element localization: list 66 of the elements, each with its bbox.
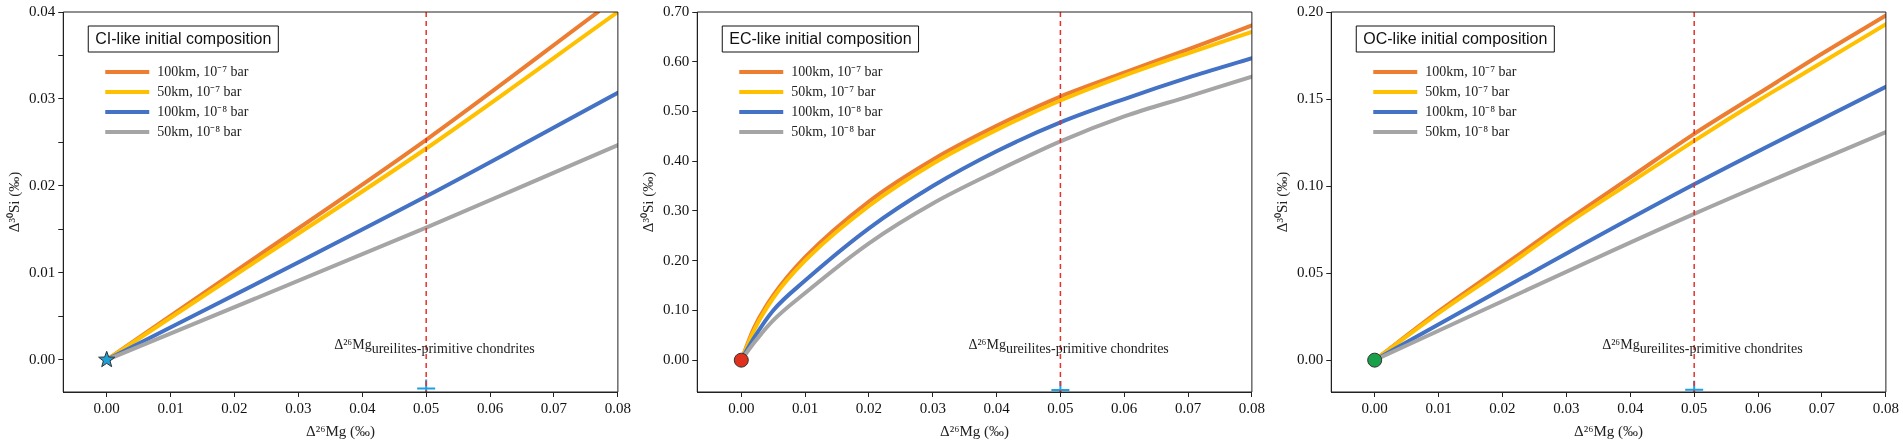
y-tick-label: 0.05	[1297, 264, 1324, 281]
x-tick-label: 0.01	[157, 399, 184, 416]
x-tick-label: 0.06	[1111, 399, 1138, 416]
legend-label: 100km, 10⁻⁸ bar	[791, 103, 883, 119]
x-tick-label: 0.08	[1238, 399, 1265, 416]
x-axis-title: Δ²⁶Mg (‰)	[1574, 422, 1644, 440]
legend-label: 100km, 10⁻⁷ bar	[1425, 63, 1517, 79]
x-tick-label: 0.07	[540, 399, 568, 416]
y-tick-label: 0.01	[29, 263, 56, 280]
x-tick-label: 0.01	[791, 399, 819, 416]
x-tick-label: 0.06	[476, 399, 504, 416]
x-tick-label: 0.08	[604, 399, 631, 416]
x-tick-label: 0.00	[93, 399, 120, 416]
y-tick-label: 0.00	[1297, 351, 1324, 368]
legend-label: 50km, 10⁻⁷ bar	[791, 83, 876, 99]
y-axis-title: Δ³⁰Si (‰)	[1273, 171, 1291, 233]
y-tick-label: 0.15	[1297, 89, 1324, 106]
y-tick-label: 0.70	[663, 2, 690, 19]
x-axis-title: Δ²⁶Mg (‰)	[940, 422, 1010, 440]
legend-label: 100km, 10⁻⁸ bar	[157, 103, 249, 119]
x-tick-label: 0.02	[855, 399, 883, 416]
x-tick-label: 0.07	[1808, 399, 1836, 416]
legend-label: 100km, 10⁻⁸ bar	[1425, 103, 1517, 119]
y-tick-label: 0.40	[663, 152, 690, 169]
x-tick-label: 0.05	[1681, 399, 1708, 416]
y-tick-label: 0.10	[663, 301, 690, 318]
legend-label: 50km, 10⁻⁷ bar	[157, 83, 242, 99]
y-tick-label: 0.10	[1297, 177, 1324, 194]
y-tick-label: 0.00	[29, 350, 56, 367]
x-tick-label: 0.00	[728, 399, 755, 416]
x-tick-label: 0.06	[1744, 399, 1772, 416]
x-tick-label: 0.05	[1047, 399, 1074, 416]
y-tick-label: 0.04	[29, 2, 56, 19]
legend-label: 50km, 10⁻⁷ bar	[1425, 83, 1510, 99]
x-tick-label: 0.02	[221, 399, 248, 416]
y-axis-title: Δ³⁰Si (‰)	[639, 171, 657, 233]
x-axis-title: Δ²⁶Mg (‰)	[306, 422, 376, 440]
legend-label: 50km, 10⁻⁸ bar	[791, 123, 876, 139]
text: CI-like initial composition	[95, 30, 272, 48]
x-tick-label: 0.02	[1489, 399, 1516, 416]
y-tick-label: 0.60	[663, 52, 690, 69]
y-tick-label: 0.20	[1297, 2, 1324, 19]
legend-label: 100km, 10⁻⁷ bar	[791, 63, 883, 79]
x-tick-label: 0.07	[1174, 399, 1202, 416]
y-tick-label: 0.50	[663, 102, 690, 119]
y-tick-label: 0.30	[663, 201, 690, 218]
x-tick-label: 0.04	[1617, 399, 1644, 416]
x-tick-label: 0.05	[413, 399, 440, 416]
x-tick-label: 0.03	[285, 399, 312, 416]
text: OC-like initial composition	[1363, 30, 1548, 48]
x-tick-label: 0.03	[919, 399, 946, 416]
x-tick-label: 0.01	[1425, 399, 1452, 416]
y-tick-label: 0.03	[29, 89, 56, 106]
legend-label: 50km, 10⁻⁸ bar	[157, 123, 242, 139]
legend-label: 100km, 10⁻⁷ bar	[157, 63, 249, 79]
x-tick-label: 0.03	[1553, 399, 1580, 416]
text: EC-like initial composition	[729, 30, 912, 48]
y-tick-label: 0.00	[663, 351, 690, 368]
legend-label: 50km, 10⁻⁸ bar	[1425, 123, 1510, 139]
x-tick-label: 0.04	[349, 399, 376, 416]
x-tick-label: 0.08	[1872, 399, 1899, 416]
y-tick-label: 0.20	[663, 251, 690, 268]
y-tick-label: 0.02	[29, 176, 56, 193]
y-axis-title: Δ³⁰Si (‰)	[5, 171, 23, 233]
x-tick-label: 0.04	[983, 399, 1011, 416]
x-tick-label: 0.00	[1361, 399, 1388, 416]
